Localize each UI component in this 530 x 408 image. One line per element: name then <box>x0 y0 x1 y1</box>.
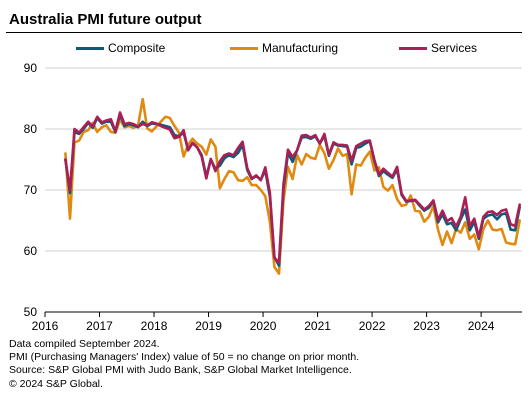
x-axis: 2016 2017 2018 2019 2020 2021 2022 2023 2024 <box>32 311 522 333</box>
title-divider <box>6 32 522 33</box>
footnotes: Data compiled September 2024. PMI (Purch… <box>9 338 359 391</box>
chart-legend: Composite Manufacturing Services <box>0 41 530 57</box>
y-tick-label-90: 90 <box>24 61 38 75</box>
x-tick-label-2021: 2021 <box>304 319 331 333</box>
x-tick-label-2020: 2020 <box>250 319 277 333</box>
legend-label-services: Services <box>431 41 478 55</box>
y-tick-label-80: 80 <box>24 122 38 136</box>
x-tick-label-2023: 2023 <box>413 319 440 333</box>
x-tick-label-2018: 2018 <box>141 319 168 333</box>
x-tick-label-2022: 2022 <box>359 319 386 333</box>
legend-item-manufacturing: Manufacturing <box>230 41 338 55</box>
footnote-definition: PMI (Purchasing Managers' Index) value o… <box>9 351 360 364</box>
x-tick-label-2019: 2019 <box>195 319 222 333</box>
y-axis-ticks: 50 60 70 80 90 <box>24 61 38 319</box>
legend-swatch-composite <box>76 46 104 50</box>
x-tick-label-2016: 2016 <box>32 319 59 333</box>
chart-title: Australia PMI future output <box>9 11 202 28</box>
y-tick-label-60: 60 <box>24 244 38 258</box>
legend-label-manufacturing: Manufacturing <box>262 41 339 55</box>
legend-swatch-manufacturing <box>230 46 258 50</box>
legend-item-composite: Composite <box>76 41 165 55</box>
gridlines <box>45 67 522 252</box>
series-line-manufacturing <box>64 97 522 275</box>
series-lines <box>64 97 522 275</box>
footnote-compiled: Data compiled September 2024. <box>9 338 160 350</box>
legend-item-services: Services <box>399 41 477 55</box>
footnote-copyright: © 2024 S&P Global. <box>9 377 103 390</box>
x-tick-label-2024: 2024 <box>468 319 495 333</box>
legend-swatch-services <box>399 46 427 50</box>
legend-label-composite: Composite <box>108 41 166 55</box>
y-tick-label-70: 70 <box>24 183 38 197</box>
y-tick-label-50: 50 <box>24 305 38 319</box>
footnote-source: Source: S&P Global PMI with Judo Bank, S… <box>9 364 352 377</box>
x-tick-label-2017: 2017 <box>86 319 113 333</box>
series-line-services <box>64 111 522 264</box>
